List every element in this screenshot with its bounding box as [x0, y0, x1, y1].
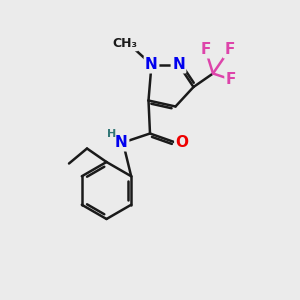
Text: H: H	[107, 129, 116, 139]
Text: CH₃: CH₃	[112, 37, 137, 50]
Text: O: O	[176, 135, 189, 150]
Text: N: N	[115, 135, 128, 150]
Text: F: F	[224, 42, 235, 57]
Text: F: F	[226, 72, 236, 87]
Text: F: F	[200, 42, 211, 57]
Text: N: N	[145, 57, 158, 72]
Text: N: N	[172, 57, 185, 72]
